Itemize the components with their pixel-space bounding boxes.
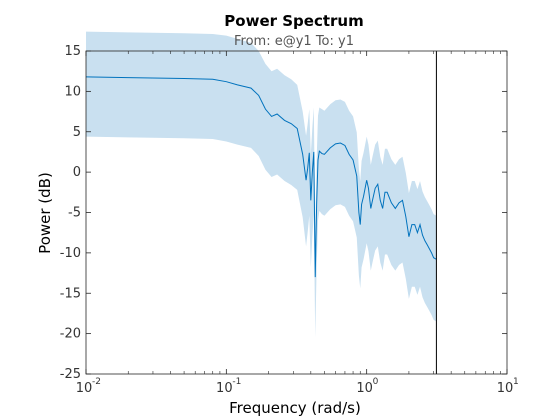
x-tick-exponent: -2 <box>92 377 101 387</box>
confidence-band <box>86 31 437 338</box>
y-tick-label: -20 <box>60 327 81 342</box>
x-tick-label: 10 <box>497 381 514 396</box>
y-tick-label: -25 <box>60 367 81 382</box>
y-tick-label: 0 <box>73 165 81 180</box>
x-tick-exponent: 1 <box>513 377 519 387</box>
y-tick-label: 10 <box>64 84 81 99</box>
y-axis-label: Power (dB) <box>36 172 54 254</box>
power-spectrum-line <box>85 76 437 278</box>
x-tick-label: 10 <box>356 381 373 396</box>
x-tick-exponent: 0 <box>373 377 379 387</box>
plot-area <box>85 31 437 374</box>
chart-title: Power Spectrum <box>224 12 363 30</box>
x-tick-exponent: -1 <box>232 377 241 387</box>
y-tick-label: -15 <box>60 286 81 301</box>
y-tick-label: -5 <box>68 206 81 221</box>
x-tick-label: 10 <box>216 381 233 396</box>
x-tick-label: 10 <box>76 381 93 396</box>
x-axis-label: Frequency (rad/s) <box>229 399 361 417</box>
y-tick-label: 15 <box>64 44 81 59</box>
y-tick-label: -10 <box>60 246 81 261</box>
chart-subtitle: From: e@y1 To: y1 <box>234 34 354 49</box>
y-tick-label: 5 <box>73 125 81 140</box>
